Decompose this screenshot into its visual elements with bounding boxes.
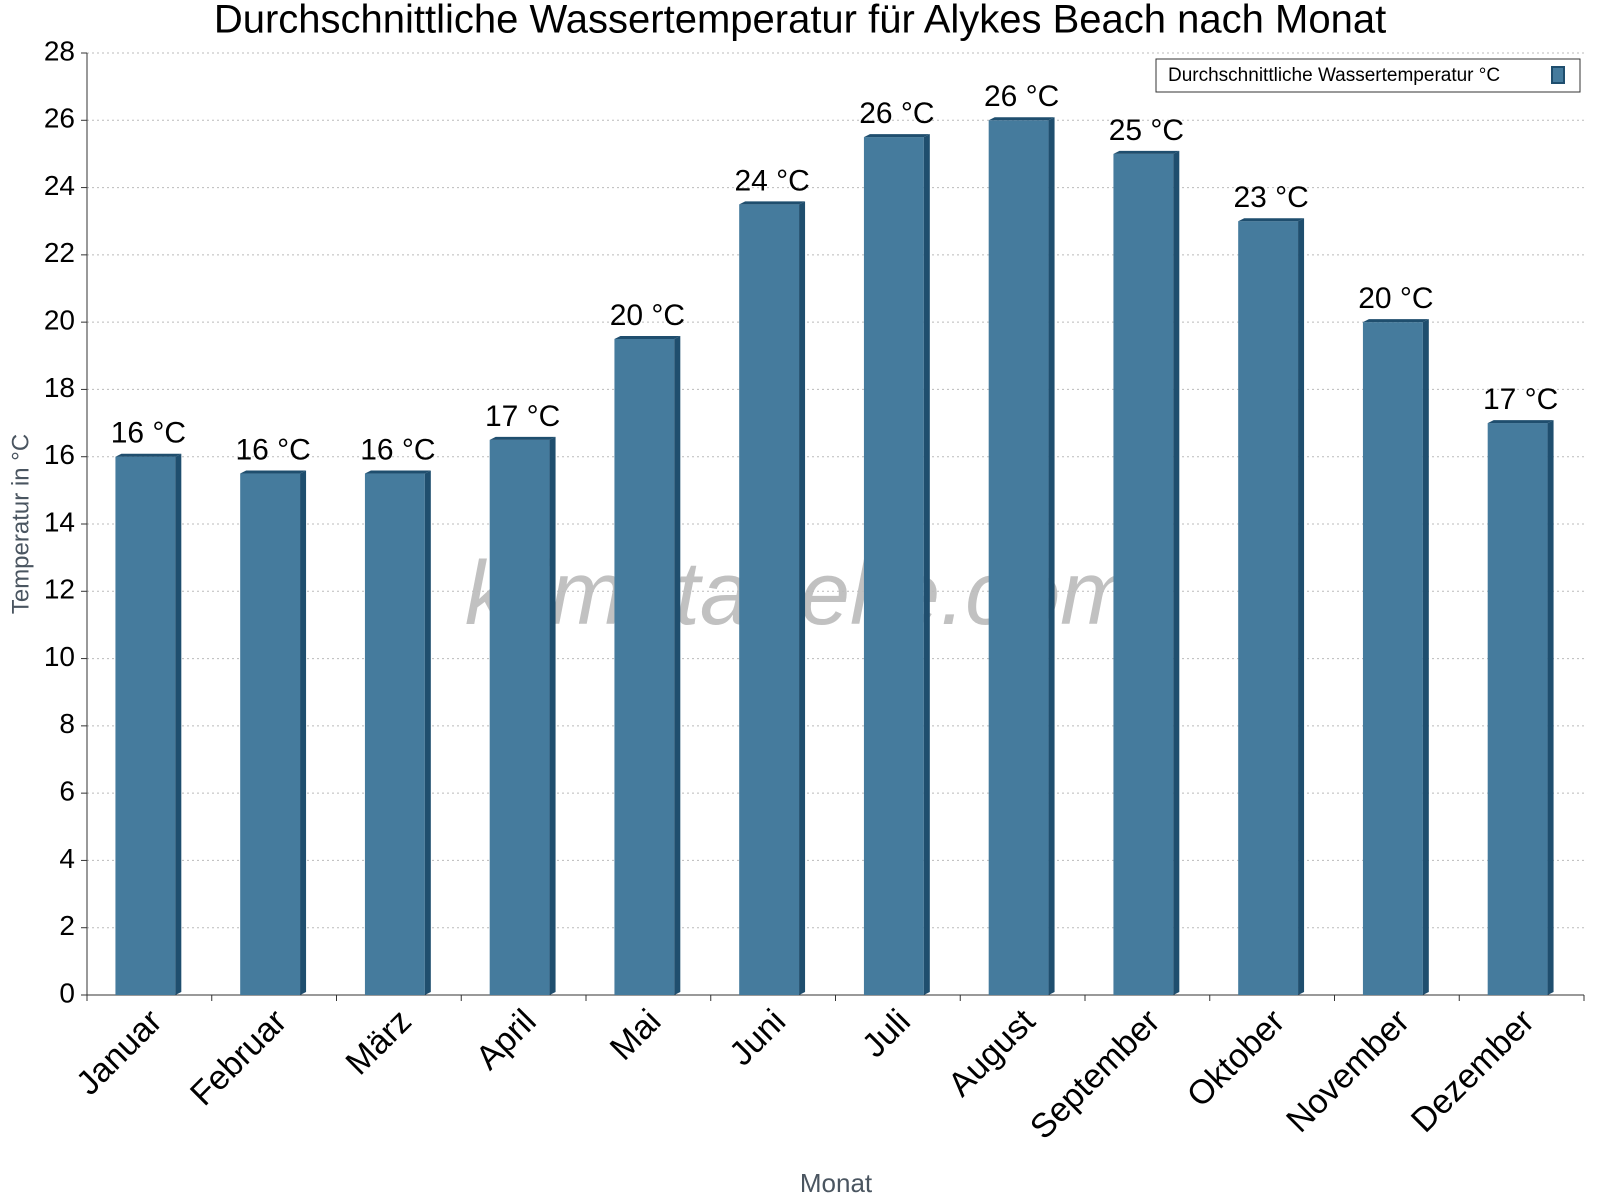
value-label: 25 °C: [1109, 114, 1184, 147]
y-tick-label: 28: [44, 35, 75, 66]
bar: [739, 201, 806, 996]
bar-front: [240, 473, 301, 995]
bar: [988, 117, 1055, 996]
bar-side: [549, 436, 556, 996]
bar-side: [1547, 420, 1554, 996]
value-label: 26 °C: [859, 97, 934, 130]
x-tick-label: Oktober: [1180, 1002, 1292, 1114]
bar-side: [175, 453, 182, 995]
y-tick-label: 0: [59, 977, 75, 1008]
y-tick-label: 4: [59, 843, 75, 874]
value-label: 16 °C: [235, 433, 310, 466]
bar-front: [614, 338, 675, 995]
x-tick-label: Dezember: [1404, 1002, 1542, 1140]
x-tick-label: Januar: [69, 1002, 169, 1102]
value-label: 20 °C: [1358, 282, 1433, 315]
bar-side: [300, 470, 307, 995]
bar: [364, 470, 431, 995]
bar-top: [115, 453, 182, 457]
bar-front: [1362, 322, 1423, 996]
bar-top: [739, 201, 806, 205]
bar-side: [1173, 150, 1180, 995]
y-tick-label: 22: [44, 237, 75, 268]
x-tick-label: November: [1279, 1002, 1417, 1140]
bar-side: [424, 470, 431, 995]
bar-top: [1238, 218, 1305, 222]
bar-top: [1487, 420, 1554, 424]
value-label: 23 °C: [1233, 181, 1308, 214]
bar-front: [1487, 423, 1548, 996]
x-tick-label: Juli: [855, 1002, 918, 1065]
bar-top: [1362, 319, 1429, 323]
value-label: 26 °C: [984, 80, 1059, 113]
value-label: 16 °C: [111, 417, 186, 450]
y-tick-label: 20: [44, 305, 75, 336]
x-tick-label: Februar: [183, 1002, 294, 1113]
x-tick-label: Juni: [722, 1002, 793, 1073]
bar: [115, 453, 182, 995]
x-tick-label: Mai: [603, 1002, 669, 1068]
y-tick-label: 16: [44, 439, 75, 470]
bar-top: [1113, 150, 1180, 154]
bar: [240, 470, 307, 995]
bar: [863, 134, 930, 995]
bar-front: [1238, 221, 1299, 995]
value-label: 17 °C: [485, 400, 560, 433]
y-tick-label: 12: [44, 574, 75, 605]
value-label: 24 °C: [734, 164, 809, 197]
bar-top: [240, 470, 307, 474]
y-tick-label: 6: [59, 776, 75, 807]
bar-top: [614, 335, 681, 339]
bar-top: [988, 117, 1055, 121]
x-axis-label: Monat: [800, 1168, 873, 1198]
bar-top: [364, 470, 431, 474]
bar-top: [489, 436, 556, 440]
bar-front: [489, 439, 550, 996]
legend-label: Durchschnittliche Wassertemperatur °C: [1168, 65, 1500, 86]
bar-side: [799, 201, 806, 996]
x-tick-label: September: [1023, 1002, 1167, 1146]
value-label: 17 °C: [1483, 383, 1558, 416]
bar-front: [1113, 153, 1174, 995]
x-tick-label: April: [469, 1002, 544, 1077]
bar-side: [923, 134, 930, 995]
y-tick-label: 8: [59, 708, 75, 739]
y-tick-label: 2: [59, 910, 75, 941]
value-label: 16 °C: [360, 433, 435, 466]
bar-side: [674, 335, 681, 995]
bar-front: [863, 137, 924, 995]
bar-front: [115, 456, 176, 995]
y-tick-label: 18: [44, 372, 75, 403]
y-tick-label: 24: [44, 170, 75, 201]
bar-front: [988, 120, 1049, 996]
bar-side: [1422, 319, 1429, 996]
y-tick-label: 26: [44, 103, 75, 134]
bar: [489, 436, 556, 996]
chart-title: Durchschnittliche Wassertemperatur für A…: [214, 0, 1386, 42]
bar-front: [739, 204, 800, 996]
bar-side: [1048, 117, 1055, 996]
bar: [1362, 319, 1429, 996]
legend-box: [1155, 58, 1581, 93]
bar-front: [364, 473, 425, 995]
bar-top: [863, 134, 930, 138]
x-tick-label: August: [941, 1002, 1043, 1104]
bar: [1238, 218, 1305, 995]
y-tick-label: 10: [44, 641, 75, 672]
bar: [1113, 150, 1180, 995]
legend-swatch: [1551, 66, 1565, 84]
y-tick-label: 14: [44, 506, 75, 537]
x-tick-label: März: [339, 1002, 419, 1082]
value-label: 20 °C: [610, 299, 685, 332]
bar: [614, 335, 681, 995]
y-axis-label: Temperatur in °C: [7, 434, 34, 614]
bar-side: [1298, 218, 1305, 995]
bar: [1487, 420, 1554, 996]
